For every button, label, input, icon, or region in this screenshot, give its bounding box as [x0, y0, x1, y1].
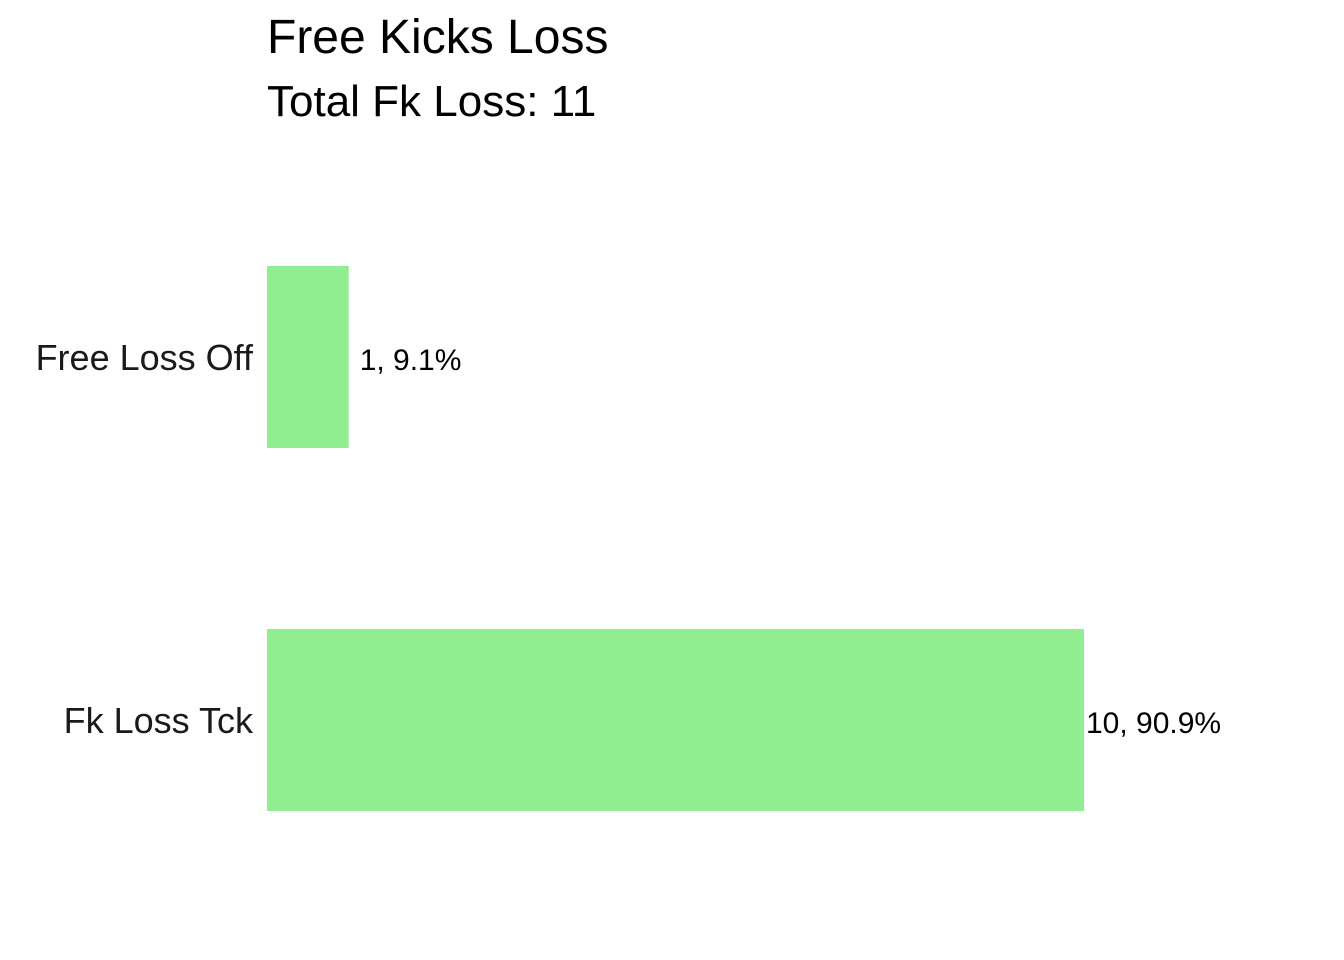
- category-label-1: Fk Loss Tck: [64, 700, 254, 741]
- bar-group: Free Loss Off 1, 9.1% Fk Loss Tck 10, 90.9%: [36, 266, 1221, 811]
- bar-0: [267, 266, 349, 448]
- data-label-0: 1, 9.1%: [360, 344, 462, 377]
- category-label-0: Free Loss Off: [36, 337, 254, 378]
- bar-1: [267, 629, 1084, 811]
- chart-title: Free Kicks Loss: [267, 11, 608, 64]
- data-label-1: 10, 90.9%: [1086, 707, 1221, 740]
- chart-subtitle: Total Fk Loss: 11: [267, 77, 596, 126]
